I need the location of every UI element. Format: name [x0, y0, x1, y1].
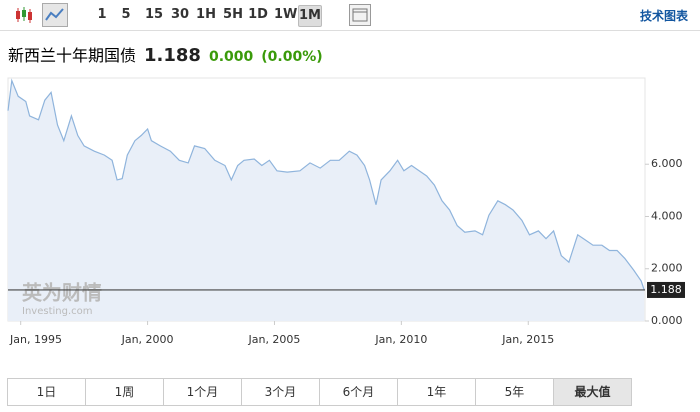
toolbar: 技术图表 1 5 15 30 1H 5H 1D 1W 1M: [0, 0, 700, 31]
y-tick-label: 4.000: [651, 209, 683, 222]
instrument-name: 新西兰十年期国债: [8, 46, 137, 65]
change: 0.000: [208, 49, 254, 65]
y-tick-label: 6.000: [651, 157, 683, 170]
interval-button[interactable]: 5: [121, 7, 131, 22]
interval-button[interactable]: 1M: [298, 5, 322, 27]
price: 1.188: [144, 45, 201, 66]
y-tick-label: 0.000: [651, 314, 683, 327]
current-price-tag: [647, 281, 685, 298]
range-button[interactable]: 6个月: [319, 378, 398, 406]
change-pct: (0.00%): [261, 49, 323, 65]
range-bar: 1日 1周 1个月 3个月 6个月 1年 5年 最大值: [7, 378, 632, 406]
range-button[interactable]: 5年: [475, 378, 554, 406]
x-tick-label: Jan, 2015: [501, 333, 554, 346]
price-line: [7, 78, 645, 291]
interval-button[interactable]: 30: [170, 7, 190, 22]
y-tick-label: 2.000: [651, 262, 683, 275]
quote-header: 新西兰十年期国债 1.188 0.000 (0.00%): [8, 42, 323, 66]
interval-button[interactable]: 1H: [196, 7, 216, 22]
current-price-label: 1.188: [650, 283, 682, 296]
watermark-sub: Investing.com: [22, 306, 93, 317]
x-tick-label: Jan, 2000: [121, 333, 174, 346]
interval-button[interactable]: 1: [97, 7, 107, 22]
range-button[interactable]: 最大值: [553, 378, 632, 406]
range-button[interactable]: 1日: [7, 378, 86, 406]
range-button[interactable]: 3个月: [241, 378, 320, 406]
area-fill: [8, 80, 645, 321]
tech-chart-link[interactable]: 技术图表: [639, 9, 688, 23]
interval-button[interactable]: 5H: [223, 7, 243, 22]
settings-icon[interactable]: [348, 3, 372, 27]
candle-icon[interactable]: [14, 6, 34, 24]
watermark: 英为财情: [22, 281, 102, 305]
range-button[interactable]: 1年: [397, 378, 476, 406]
line-icon[interactable]: [42, 3, 68, 27]
x-tick-label: Jan, 2010: [374, 333, 427, 346]
x-tick-label: Jan, 1995: [9, 333, 62, 346]
range-button[interactable]: 1周: [85, 378, 164, 406]
chart: 0.000 2.000 4.000 6.000 Jan, 1995 Jan, 2000 Ja…: [7, 77, 685, 346]
range-button[interactable]: 1个月: [163, 378, 242, 406]
interval-button[interactable]: 15: [144, 7, 164, 22]
interval-button[interactable]: 1D: [248, 7, 268, 22]
x-tick-label: Jan, 2005: [247, 333, 300, 346]
interval-button[interactable]: 1W: [274, 7, 298, 22]
